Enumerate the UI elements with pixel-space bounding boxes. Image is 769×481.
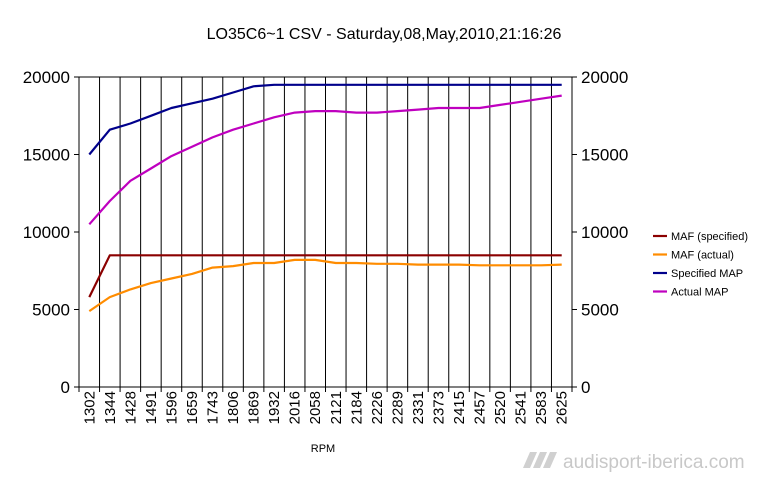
x-tick-label: 2289 <box>389 391 406 424</box>
x-tick-label: 1596 <box>163 391 180 424</box>
right-y-axis: 0 5000 10000 15000 20000 <box>572 68 628 397</box>
x-tick-label: 2184 <box>348 391 365 424</box>
chart-title: LO35C6~1 CSV - Saturday,08,May,2010,21:1… <box>207 26 562 43</box>
x-tick-label: 2457 <box>472 391 489 424</box>
x-tick-label: 2016 <box>287 391 304 424</box>
legend-label: MAF (specified) <box>671 231 748 243</box>
x-tick-label: 1428 <box>122 391 139 424</box>
legend: MAF (specified) MAF (actual) Specified MAP… <box>653 231 748 299</box>
x-tick-label: 1743 <box>205 391 222 424</box>
watermark-text: audisport-iberica.com <box>563 452 745 473</box>
vertical-gridlines <box>99 77 552 387</box>
x-tick-label: 2583 <box>533 391 550 424</box>
y-tick-label: 20000 <box>23 68 70 87</box>
series-line <box>88 94 562 226</box>
y2-tick-label: 15000 <box>581 146 628 165</box>
y2-tick-label: 5000 <box>581 301 619 320</box>
x-tick-label: 1932 <box>266 391 283 424</box>
legend-label: MAF (actual) <box>671 250 734 262</box>
x-tick-label: 1302 <box>81 391 98 424</box>
x-tick-label: 2226 <box>369 391 386 424</box>
x-axis-label: RPM <box>311 443 335 455</box>
y-tick-label: 15000 <box>23 146 70 165</box>
series-lines <box>88 83 562 313</box>
x-tick-label: 1491 <box>143 391 160 424</box>
x-tick-label: 2415 <box>451 391 468 424</box>
x-tick-label: 2121 <box>328 391 345 424</box>
y-tick-label: 5000 <box>32 301 70 320</box>
legend-label: Specified MAP <box>671 268 743 280</box>
y-tick-label: 10000 <box>23 223 70 242</box>
x-tick-label: 2625 <box>554 391 571 424</box>
x-tick-label: 2541 <box>513 391 530 424</box>
series-line <box>88 83 562 156</box>
x-tick-label: 2058 <box>307 391 324 424</box>
x-tick-label: 1869 <box>246 391 263 424</box>
x-tick-label: 1659 <box>184 391 201 424</box>
legend-label: Actual MAP <box>671 287 728 299</box>
series-line <box>88 254 562 298</box>
y2-tick-label: 20000 <box>581 68 628 87</box>
x-tick-label: 1344 <box>102 391 119 424</box>
watermark: audisport-iberica.com <box>523 452 745 473</box>
x-tick-label: 2331 <box>410 391 427 424</box>
y-tick-label: 0 <box>61 378 70 397</box>
series-line <box>88 258 562 313</box>
x-tick-label: 2520 <box>492 391 509 424</box>
y2-tick-label: 10000 <box>581 223 628 242</box>
x-tick-label: 1806 <box>225 391 242 424</box>
stripes-logo-icon <box>523 452 557 468</box>
x-tick-label: 2373 <box>430 391 447 424</box>
x-axis: 1302 1344 1428 1491 1596 1659 1743 1806 1869 1932… <box>78 387 573 424</box>
left-y-axis: 0 5000 10000 15000 20000 <box>23 68 79 397</box>
y2-tick-label: 0 <box>581 378 590 397</box>
